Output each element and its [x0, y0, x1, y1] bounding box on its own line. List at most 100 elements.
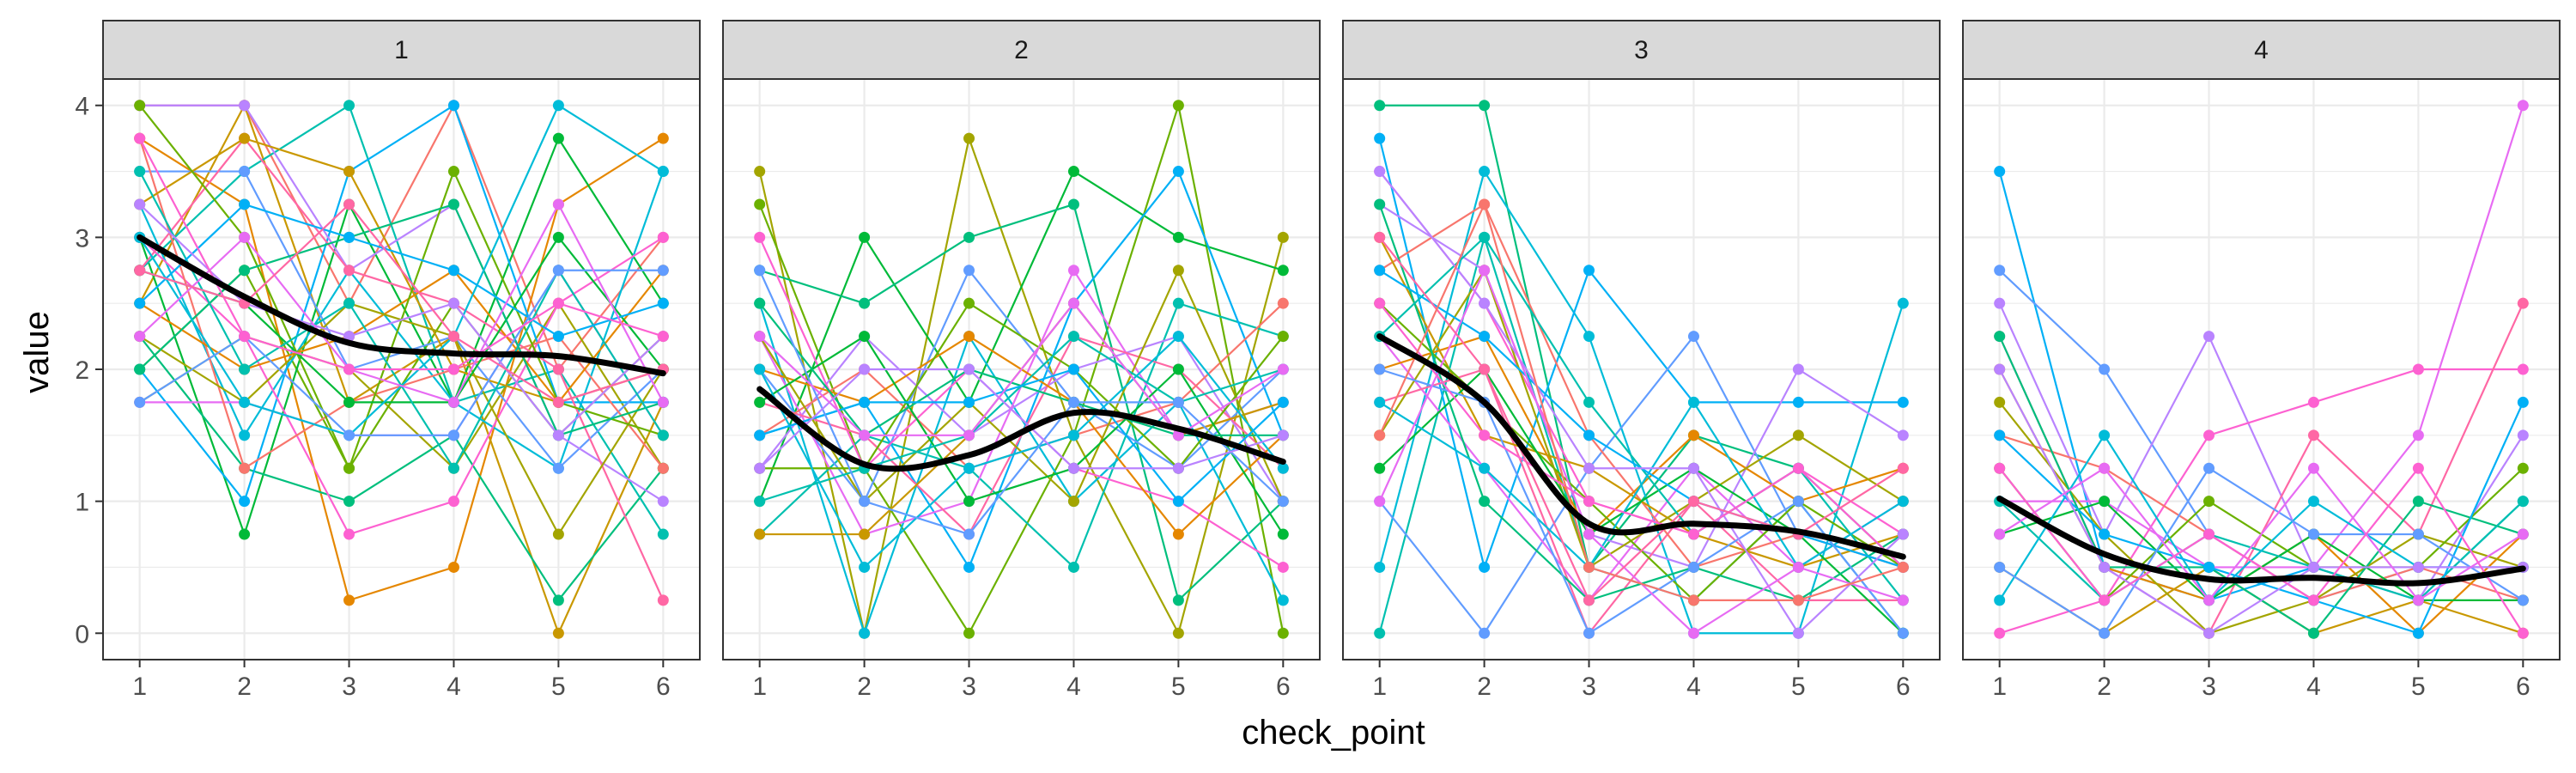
series-line — [138, 203, 665, 404]
data-point — [754, 528, 766, 540]
facet-strip — [102, 20, 701, 80]
data-point — [859, 561, 871, 573]
data-point — [1583, 561, 1595, 573]
data-point — [1687, 528, 1699, 540]
data-point — [2099, 627, 2111, 639]
series-line — [1998, 368, 2524, 635]
series-group — [134, 100, 669, 639]
data-point — [1374, 496, 1386, 508]
data-point — [343, 528, 355, 540]
data-point — [1277, 429, 1289, 441]
data-point — [2099, 528, 2111, 540]
data-point — [239, 331, 251, 343]
data-point — [1583, 429, 1595, 441]
data-point — [1067, 363, 1079, 375]
series-line — [1379, 368, 1904, 635]
data-point — [2203, 496, 2215, 508]
data-point — [2203, 429, 2215, 441]
data-point — [1479, 561, 1491, 573]
data-point — [1172, 496, 1184, 508]
data-point — [1792, 363, 1804, 375]
data-point — [657, 265, 669, 277]
data-point — [552, 198, 564, 210]
data-point — [963, 396, 975, 408]
data-point — [2412, 496, 2424, 508]
data-point — [1172, 627, 1184, 639]
data-point — [1172, 528, 1184, 540]
data-point — [1994, 594, 2006, 606]
y-tick-label: 3 — [75, 224, 89, 253]
data-point — [1897, 594, 1909, 606]
data-point — [657, 462, 669, 474]
data-point — [2412, 594, 2424, 606]
series-line — [138, 203, 664, 338]
series — [134, 198, 669, 408]
y-tick-label: 4 — [75, 93, 89, 121]
data-point — [343, 396, 355, 408]
x-axis-title: check_point — [1242, 714, 1425, 752]
series — [1374, 132, 1909, 573]
facet-panel-2: 2 1 2 3 4 5 6 — [722, 20, 1321, 701]
data-point — [963, 462, 975, 474]
smooth-trend-line — [1376, 333, 1906, 560]
data-point — [1479, 265, 1491, 277]
x-tick-label: 4 — [1066, 673, 1081, 701]
data-point — [754, 363, 766, 375]
data-point — [552, 627, 564, 639]
data-point — [1897, 429, 1909, 441]
data-point — [2099, 594, 2111, 606]
data-point — [754, 331, 766, 343]
data-point — [1374, 166, 1386, 178]
y-axis: 0 1 2 3 4 — [75, 93, 103, 648]
series-line — [1379, 401, 1904, 569]
data-point — [134, 297, 146, 309]
data-point — [552, 429, 564, 441]
series-group — [1374, 100, 1909, 639]
data-point — [657, 166, 669, 178]
facet-strip-label: 4 — [2254, 36, 2269, 64]
series-line — [1378, 203, 1904, 601]
data-point — [343, 462, 355, 474]
series — [134, 265, 669, 441]
data-point — [657, 231, 669, 243]
data-point — [1479, 166, 1491, 178]
data-point — [1277, 627, 1289, 639]
data-point — [754, 496, 766, 508]
y-tick-label: 2 — [75, 356, 89, 385]
data-point — [1374, 297, 1386, 309]
data-point — [1583, 594, 1595, 606]
data-point — [1994, 462, 2006, 474]
data-point — [2517, 297, 2529, 309]
data-point — [657, 528, 669, 540]
data-point — [754, 429, 766, 441]
data-point — [754, 198, 766, 210]
series-line — [1378, 236, 1904, 601]
smooth-trend-line — [1996, 496, 2526, 587]
data-point — [239, 528, 251, 540]
data-point — [447, 331, 459, 343]
data-point — [2099, 462, 2111, 474]
data-point — [239, 363, 251, 375]
data-point — [2412, 462, 2424, 474]
data-point — [552, 594, 564, 606]
data-point — [1374, 462, 1386, 474]
data-point — [1172, 363, 1184, 375]
data-point — [859, 363, 871, 375]
data-point — [1172, 100, 1184, 112]
data-point — [2307, 429, 2319, 441]
data-point — [1479, 198, 1491, 210]
data-point — [343, 265, 355, 277]
x-tick-label: 5 — [1171, 673, 1186, 701]
data-point — [343, 297, 355, 309]
data-point — [134, 331, 146, 343]
panel-border — [1962, 78, 2561, 660]
data-point — [2203, 462, 2215, 474]
series-line — [759, 368, 1285, 502]
series — [1374, 198, 1909, 606]
data-point — [1277, 231, 1289, 243]
facet-panels: 1 1 2 3 4 5 6 0 1 2 3 4 2 1 2 3 4 5 6 3 1 2 3 4 5 6 4 1 2 3 4 5 6 — [75, 20, 2561, 701]
data-point — [2517, 462, 2529, 474]
facet-strip-label: 1 — [394, 36, 409, 64]
data-point — [2307, 627, 2319, 639]
data-point — [1583, 462, 1595, 474]
